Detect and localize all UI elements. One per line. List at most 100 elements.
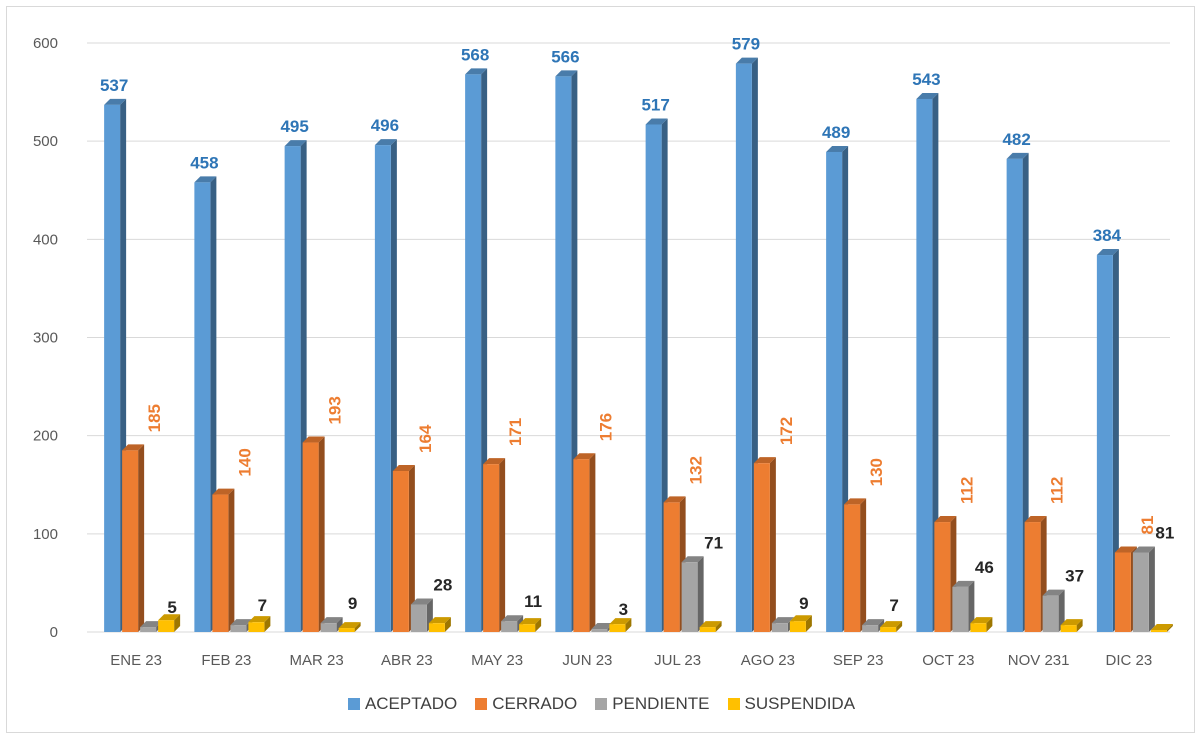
bar-aceptado-top — [1096, 249, 1119, 256]
bar-suspendida-top — [880, 621, 903, 628]
data-label-aceptado: 482 — [1002, 130, 1030, 149]
bar-pendiente-top — [501, 615, 524, 622]
bar-cerrado-top — [753, 457, 776, 464]
bar-cerrado-side — [860, 498, 867, 632]
bar-cerrado — [483, 464, 500, 632]
bar-suspendida-side — [1166, 624, 1173, 632]
bar-pendiente — [1042, 595, 1059, 632]
bar-cerrado-side — [318, 436, 325, 632]
x-tick-label: AGO 23 — [741, 652, 795, 669]
bar-chart: 0 100 200 300 400 500 600 537 185 5 ENE 23 458 140 7 F… — [33, 35, 1174, 669]
bar-suspendida-side — [444, 617, 451, 632]
bar-suspendida-top — [158, 614, 181, 621]
bar-cerrado — [1114, 552, 1131, 632]
data-label-pendiente: 81 — [1155, 523, 1174, 542]
bar-suspendida — [158, 620, 175, 632]
bar-suspendida-side — [625, 618, 632, 632]
bar-aceptado — [1006, 158, 1023, 632]
bar-suspendida — [609, 624, 626, 632]
bar-suspendida-side — [174, 614, 181, 632]
bar-suspendida-side — [986, 617, 993, 632]
bar-pendiente — [140, 627, 157, 632]
bar-cerrado — [844, 504, 861, 632]
data-label-cerrado: 112 — [1048, 477, 1067, 504]
x-tick-label: SEP 23 — [833, 652, 884, 669]
bar-pendiente — [320, 623, 337, 632]
bar-pendiente-side — [336, 617, 343, 632]
bar-suspendida — [428, 623, 445, 632]
bar-aceptado-top — [826, 145, 849, 152]
y-tick-label: 100 — [33, 526, 58, 543]
bar-cerrado-top — [302, 436, 325, 443]
bar-suspendida-top — [428, 617, 451, 624]
data-label-pendiente: 9 — [799, 594, 808, 613]
x-tick-label: DIC 23 — [1106, 652, 1153, 669]
data-label-cerrado: 140 — [235, 448, 254, 476]
bar-suspendida-side — [535, 618, 542, 632]
bar-aceptado — [104, 104, 121, 633]
bar-suspendida-top — [789, 615, 812, 622]
x-tick-label: MAR 23 — [290, 652, 344, 669]
bar-aceptado — [826, 151, 843, 632]
x-tick-label: NOV 231 — [1008, 652, 1070, 669]
bar-aceptado — [465, 74, 482, 632]
y-tick-label: 500 — [33, 133, 58, 150]
bar-cerrado — [753, 463, 770, 632]
bar-suspendida — [1150, 630, 1167, 632]
bar-aceptado-top — [104, 98, 127, 105]
bar-pendiente-top — [862, 619, 885, 626]
bar-aceptado-top — [645, 118, 668, 125]
data-label-cerrado: 185 — [145, 404, 164, 432]
bar-suspendida-top — [970, 617, 993, 624]
bar-aceptado-side — [932, 92, 939, 632]
bar-aceptado — [284, 146, 301, 632]
bar-suspendida-top — [248, 616, 271, 623]
bar-cerrado — [392, 471, 409, 632]
y-tick-label: 200 — [33, 428, 58, 445]
data-label-cerrado: 193 — [326, 396, 345, 424]
bar-suspendida — [1060, 625, 1077, 632]
data-label-cerrado: 176 — [596, 413, 615, 441]
bar-pendiente — [952, 586, 969, 632]
data-label-pendiente: 37 — [1065, 567, 1084, 586]
bar-aceptado — [1096, 255, 1113, 633]
bar-aceptado-top — [916, 92, 939, 99]
data-label-cerrado: 172 — [777, 417, 796, 445]
x-tick-label: JUL 23 — [654, 652, 701, 669]
bar-aceptado-top — [555, 70, 578, 77]
bar-pendiente — [410, 604, 427, 632]
x-tick-label: MAY 23 — [471, 652, 523, 669]
bar-pendiente — [862, 625, 879, 632]
bar-suspendida-top — [1150, 624, 1173, 631]
bar-pendiente — [1132, 552, 1149, 632]
bar-pendiente-top — [230, 619, 253, 626]
data-label-aceptado: 458 — [190, 153, 218, 172]
x-tick-label: ENE 23 — [110, 652, 162, 669]
bar-aceptado-top — [284, 140, 307, 147]
bar-aceptado — [374, 145, 391, 633]
data-label-aceptado: 537 — [100, 76, 128, 95]
bar-cerrado — [573, 459, 590, 632]
bar-cerrado-top — [844, 498, 867, 505]
legend-item-aceptado: ACEPTADO — [347, 694, 457, 714]
bar-cerrado-side — [769, 457, 776, 632]
bar-pendiente-top — [1042, 589, 1065, 596]
bar-aceptado-top — [374, 139, 397, 146]
bar-pendiente-top — [320, 617, 343, 624]
data-label-pendiente: 3 — [619, 600, 628, 619]
legend-swatch — [347, 698, 360, 710]
bar-cerrado-side — [499, 458, 506, 632]
bar-suspendida-top — [699, 621, 722, 628]
bar-pendiente-side — [697, 556, 704, 632]
bar-suspendida-top — [519, 618, 542, 625]
bar-cerrado-top — [212, 488, 235, 495]
data-label-aceptado: 566 — [551, 47, 579, 66]
bar-cerrado-side — [228, 488, 235, 632]
bar-suspendida — [970, 623, 987, 632]
legend-label: SUSPENDIDA — [744, 694, 856, 713]
bar-aceptado — [555, 76, 572, 633]
data-label-cerrado: 164 — [416, 424, 435, 453]
bar-cerrado-top — [122, 444, 145, 451]
bar-pendiente — [501, 621, 518, 632]
bar-suspendida — [519, 624, 536, 632]
